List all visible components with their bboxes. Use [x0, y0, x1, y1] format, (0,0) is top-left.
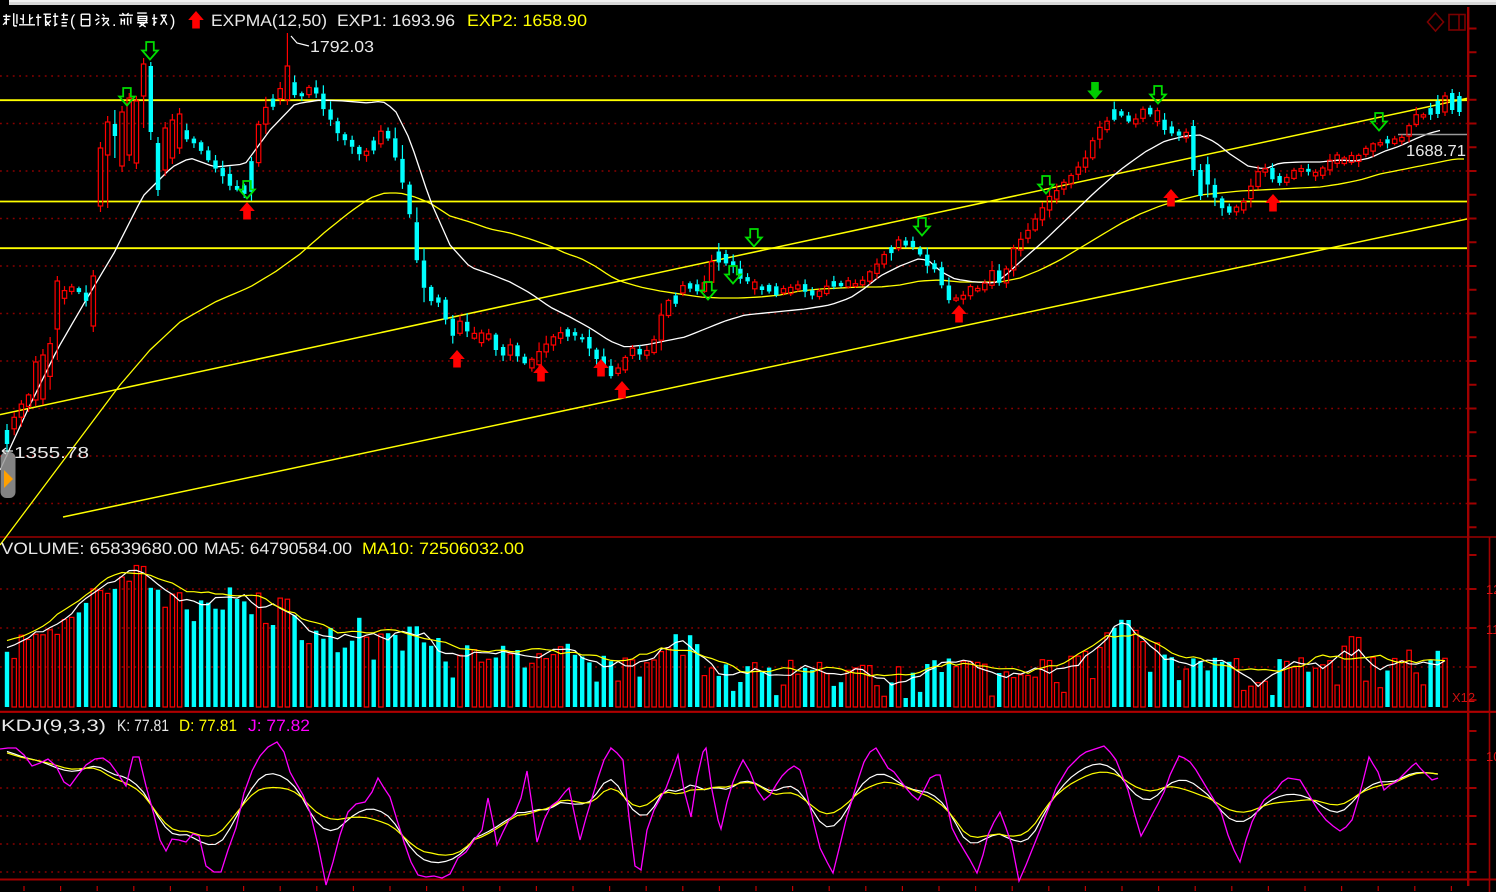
svg-text:EXP2: 1658.90: EXP2: 1658.90 [467, 12, 587, 30]
svg-text:1792.03: 1792.03 [310, 39, 374, 56]
svg-text:(: ( [70, 13, 76, 30]
svg-text:12: 12 [1486, 582, 1496, 597]
svg-text:MA10: 72506032.00: MA10: 72506032.00 [362, 540, 524, 558]
svg-text:11: 11 [1486, 622, 1496, 637]
svg-text:K: 77.81: K: 77.81 [117, 717, 169, 735]
svg-text:EXP1: 1693.96: EXP1: 1693.96 [337, 12, 455, 30]
svg-text:MA5: 64790584.00: MA5: 64790584.00 [204, 540, 352, 558]
svg-text:D: 77.81: D: 77.81 [179, 717, 237, 735]
svg-text:EXPMA(12,50): EXPMA(12,50) [211, 12, 327, 30]
svg-text:.: . [112, 13, 117, 30]
svg-text:VOLUME: 65839680.00: VOLUME: 65839680.00 [1, 540, 198, 558]
svg-text:10: 10 [1486, 749, 1496, 764]
svg-text:): ) [170, 13, 176, 30]
svg-text:KDJ(9,3,3): KDJ(9,3,3) [1, 717, 106, 735]
svg-text:J: 77.82: J: 77.82 [248, 717, 310, 735]
svg-text:1688.71: 1688.71 [1406, 143, 1466, 160]
svg-text:X12: X12 [1452, 690, 1475, 705]
svg-text:1355.78: 1355.78 [14, 445, 89, 462]
